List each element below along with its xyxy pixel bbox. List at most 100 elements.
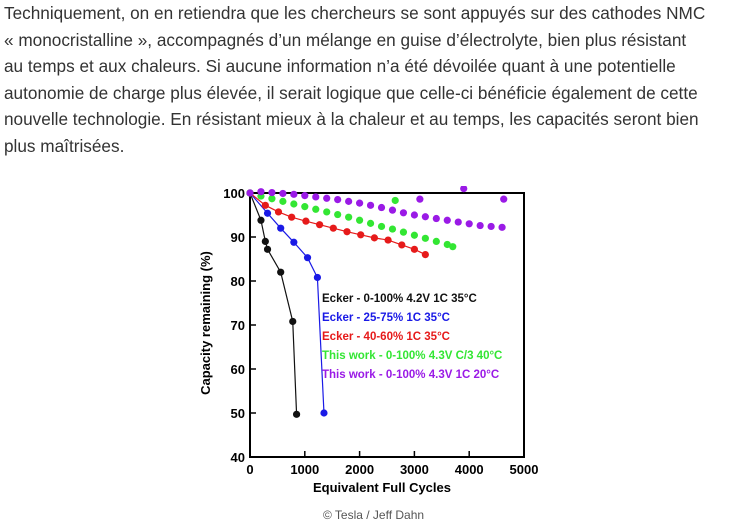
data-point	[268, 188, 276, 197]
article-line: autonomie de charge plus élevée, il sera…	[4, 82, 698, 103]
data-point	[343, 228, 351, 236]
data-point	[246, 189, 254, 197]
data-point	[398, 241, 406, 249]
data-point	[370, 234, 378, 242]
article-line: nouvelle technologie. En résistant mieux…	[4, 109, 699, 130]
data-point	[261, 237, 269, 245]
data-point	[268, 195, 276, 203]
data-point	[263, 209, 272, 217]
legend-entry: Ecker - 0-100% 4.2V 1C 35°C	[322, 293, 477, 305]
y-tick-label: 40	[231, 450, 245, 465]
data-point	[320, 409, 328, 417]
data-point	[498, 223, 506, 231]
data-point	[274, 208, 283, 216]
data-point	[288, 213, 296, 221]
data-point	[465, 220, 473, 228]
data-point	[366, 201, 375, 209]
data-point	[416, 195, 424, 203]
data-point	[312, 193, 320, 201]
data-point	[443, 216, 451, 224]
data-point	[334, 210, 342, 219]
data-point	[460, 186, 468, 193]
legend-entry: Ecker - 25-75% 1C 35°C	[322, 312, 450, 324]
capacity-chart: 0 1000 2000 3000 4000 5000 40 50 60 70 80 90 100 Eck…	[198, 186, 539, 495]
data-point	[410, 211, 418, 219]
y-tick-label: 80	[231, 274, 245, 289]
data-point	[292, 410, 301, 418]
data-point	[388, 206, 397, 214]
data-point	[279, 197, 287, 205]
data-point	[261, 201, 269, 209]
x-tick-label: 3000	[400, 462, 429, 477]
series-line	[249, 192, 325, 414]
image-caption: © Tesla / Jeff Dahn	[322, 508, 425, 522]
data-point	[257, 216, 265, 224]
data-point	[399, 228, 408, 236]
data-point	[323, 194, 331, 202]
data-point	[388, 225, 397, 233]
data-point	[500, 195, 508, 203]
data-point	[277, 224, 285, 232]
data-point	[449, 243, 457, 251]
data-point	[432, 237, 440, 245]
y-axis-title: Capacity remaining (%)	[198, 251, 213, 395]
data-point	[290, 190, 298, 198]
data-point	[366, 219, 375, 227]
data-point	[263, 245, 272, 253]
data-point	[421, 234, 429, 242]
data-point	[356, 199, 364, 207]
data-point	[345, 197, 353, 205]
x-tick-label: 1000	[290, 462, 319, 477]
y-tick-label: 100	[223, 186, 245, 201]
x-tick-label: 4000	[455, 462, 484, 477]
legend-entry: This work - 0-100% 4.3V 1C 20°C	[322, 369, 499, 381]
data-point	[334, 196, 342, 204]
article-line: Techniquement, on en retiendra que les c…	[4, 3, 706, 23]
data-point	[301, 203, 309, 211]
data-point	[391, 196, 399, 205]
data-point	[301, 192, 309, 200]
data-point	[303, 254, 312, 262]
series-4	[246, 189, 457, 251]
y-tick-label: 70	[231, 318, 245, 333]
plot-frame	[249, 192, 525, 458]
data-point	[454, 218, 462, 226]
series-line	[249, 192, 298, 415]
article-line: « monocristalline », accompagnés d’un mé…	[4, 29, 687, 50]
x-axis-title: Equivalent Full Cycles	[313, 480, 451, 495]
legend-entry: Ecker - 40-60% 1C 35°C	[322, 331, 450, 343]
series-1	[246, 189, 301, 418]
legend-entry: This work - 0-100% 4.3V C/3 40°C	[322, 350, 502, 362]
data-point	[279, 189, 287, 198]
data-point	[377, 203, 386, 212]
y-tick-label: 90	[231, 230, 245, 245]
data-point	[356, 216, 364, 224]
data-point	[345, 213, 353, 221]
y-tick-label: 50	[231, 406, 245, 421]
article-paragraph: Techniquement, on en retiendra que les c…	[4, 0, 744, 160]
y-tick-label: 60	[231, 362, 245, 377]
data-point	[384, 236, 392, 244]
x-tick-label: 2000	[345, 462, 374, 477]
article-line: plus maîtrisées.	[4, 135, 125, 156]
data-point	[487, 222, 495, 231]
data-point	[357, 231, 365, 239]
data-point	[290, 238, 298, 246]
data-point	[443, 240, 451, 249]
article-line: au temps et aux chaleurs. Si aucune info…	[4, 56, 676, 77]
data-point	[410, 245, 418, 253]
series-5	[246, 186, 508, 231]
data-point	[421, 251, 429, 259]
data-point	[289, 317, 297, 326]
x-tick-label: 5000	[510, 462, 539, 477]
data-point	[399, 209, 408, 217]
data-point	[377, 222, 386, 231]
data-point	[432, 214, 440, 223]
data-point	[329, 224, 337, 232]
data-point	[290, 200, 298, 208]
data-point	[315, 221, 324, 229]
capacity-chart-figure: 0 1000 2000 3000 4000 5000 40 50 60 70 80 90 100 Eck…	[192, 186, 542, 502]
data-point	[302, 217, 310, 225]
data-point	[257, 188, 265, 196]
data-point	[476, 221, 484, 230]
